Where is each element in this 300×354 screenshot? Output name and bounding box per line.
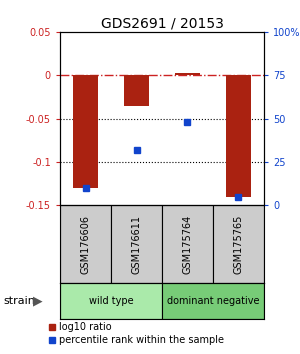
Legend: log10 ratio, percentile rank within the sample: log10 ratio, percentile rank within the … xyxy=(44,319,228,349)
Bar xyxy=(60,283,162,319)
Text: ▶: ▶ xyxy=(33,295,42,307)
Text: GSM176611: GSM176611 xyxy=(131,215,142,274)
Bar xyxy=(124,75,149,105)
Bar xyxy=(213,205,264,283)
Bar xyxy=(162,283,264,319)
Bar xyxy=(60,205,111,283)
Text: GSM176606: GSM176606 xyxy=(80,215,91,274)
Bar xyxy=(175,73,200,75)
Text: strain: strain xyxy=(3,296,35,306)
Text: dominant negative: dominant negative xyxy=(167,296,259,306)
Bar xyxy=(73,75,98,188)
Text: GSM175764: GSM175764 xyxy=(182,215,193,274)
Title: GDS2691 / 20153: GDS2691 / 20153 xyxy=(100,17,224,31)
Bar xyxy=(162,205,213,283)
Bar xyxy=(111,205,162,283)
Bar xyxy=(226,75,251,197)
Text: wild type: wild type xyxy=(89,296,133,306)
Text: GSM175765: GSM175765 xyxy=(233,215,244,274)
